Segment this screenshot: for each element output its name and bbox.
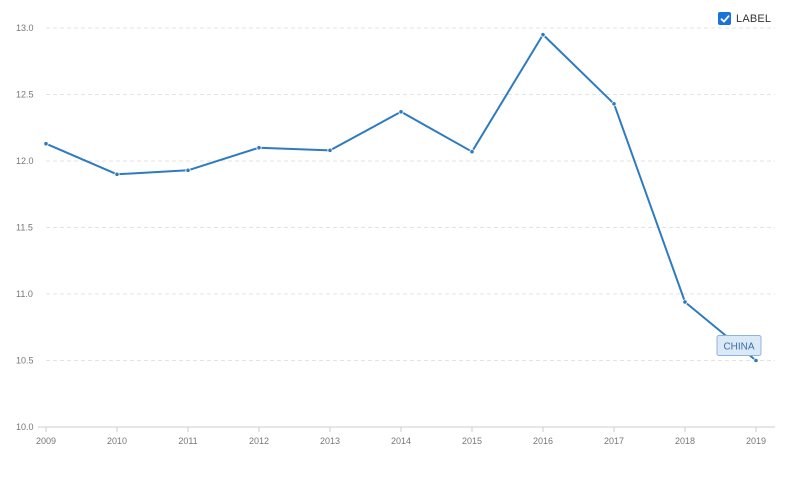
- series-label-text: CHINA: [723, 342, 754, 353]
- y-tick-label: 11.5: [16, 223, 33, 233]
- data-point[interactable]: [185, 167, 191, 173]
- data-point[interactable]: [43, 141, 49, 147]
- data-point[interactable]: [327, 147, 333, 153]
- series-line[interactable]: [45, 33, 757, 362]
- data-point[interactable]: [540, 32, 546, 38]
- data-point[interactable]: [682, 299, 688, 305]
- y-tick-label: 13.0: [16, 23, 34, 33]
- y-axis-ticks: 10.0 10.5 11.0 11.5 12.0 12.5 13.0: [16, 23, 34, 432]
- y-tick-label: 10.0: [16, 422, 34, 432]
- x-tick-label: 2009: [36, 436, 56, 446]
- legend-toggle[interactable]: LABEL: [718, 12, 771, 25]
- y-tick-label: 11.0: [16, 289, 33, 299]
- x-tick-label: 2012: [249, 436, 269, 446]
- x-tick-label: 2015: [462, 436, 482, 446]
- y-tick-label: 10.5: [16, 356, 34, 366]
- series-end-label: CHINA: [716, 335, 762, 356]
- legend-label: LABEL: [736, 12, 772, 25]
- x-tick-label: 2018: [675, 436, 695, 446]
- y-tick-label: 12.0: [16, 156, 34, 166]
- series-label-box: [716, 335, 762, 356]
- x-axis: 2009 2010 2011 2012 2013 2014 2015 2016 2017 2018…: [36, 426, 775, 446]
- x-tick-label: 2016: [533, 436, 553, 446]
- data-point[interactable]: [753, 357, 759, 364]
- series-china[interactable]: [43, 32, 759, 364]
- data-point[interactable]: [256, 145, 262, 151]
- data-point[interactable]: [469, 149, 475, 155]
- x-tick-label: 2013: [320, 436, 340, 446]
- x-tick-label: 2014: [391, 436, 411, 446]
- x-tick-label: 2010: [107, 436, 127, 446]
- data-point[interactable]: [114, 171, 120, 177]
- x-tick-label: 2019: [746, 436, 766, 446]
- checkbox-checked-icon[interactable]: [718, 12, 731, 25]
- x-tick-label: 2017: [604, 436, 624, 446]
- x-tick-label: 2011: [178, 436, 197, 446]
- data-point[interactable]: [398, 109, 404, 115]
- data-point[interactable]: [611, 101, 617, 107]
- grid-lines: [46, 27, 775, 361]
- y-tick-label: 12.5: [16, 90, 34, 100]
